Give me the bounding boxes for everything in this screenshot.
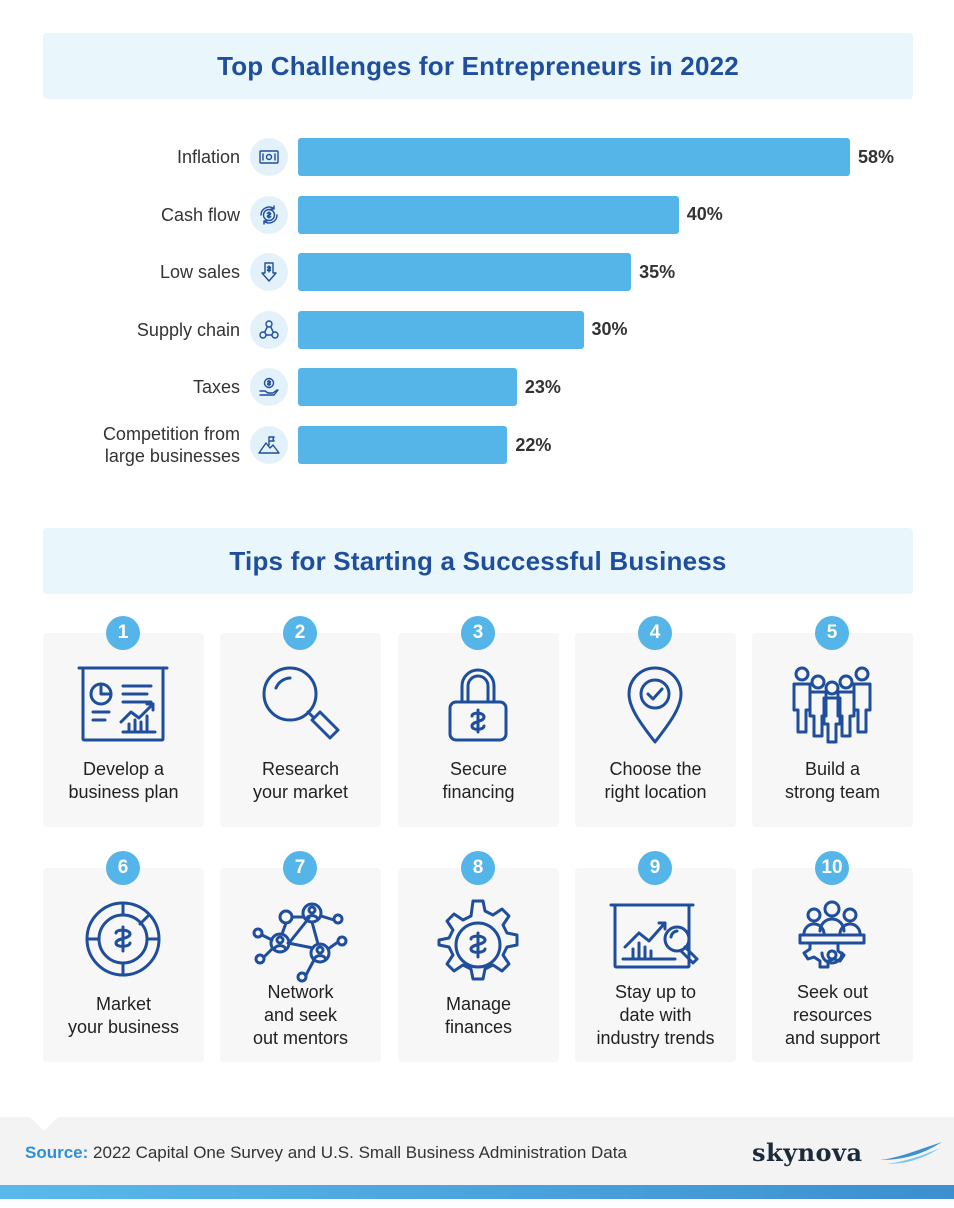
network-icon: [252, 902, 348, 983]
bar: [298, 138, 850, 176]
bar-category-line: large businesses: [104, 446, 240, 466]
bar-category-line: Competition from: [102, 424, 240, 444]
tip-number-badge: 8: [461, 851, 495, 885]
bar-category-label: Cash flow: [10, 195, 240, 235]
gear-dollar-icon: [437, 899, 519, 981]
tip-number-badge: 6: [106, 851, 140, 885]
bar-value-label: 35%: [639, 261, 676, 282]
tip-label: Secure financing: [442, 759, 515, 802]
bar-row: Supply chain 30%: [0, 310, 954, 350]
bar-category-label: Supply chain: [10, 310, 240, 350]
bar-category-line: Taxes: [192, 377, 240, 398]
bar-category-line: Low sales: [159, 262, 240, 283]
lock-dollar-icon: [448, 668, 508, 742]
bar-row: Cash flow 40%: [0, 195, 954, 235]
tip-number-badge: 9: [638, 851, 672, 885]
tip-label: Build a strong team: [784, 759, 881, 802]
bar-row: Competition from large businesses 22%: [0, 424, 954, 466]
bar: [298, 368, 517, 407]
dollar-target-icon: [85, 901, 161, 977]
bar-category-line: Supply chain: [136, 319, 240, 340]
sales-down-icon: [250, 253, 288, 292]
tip-card: [220, 868, 381, 1062]
bottom-strip: [0, 1185, 954, 1199]
bar: [298, 310, 584, 349]
bar-category-label: Taxes: [10, 367, 240, 407]
tip-label: Develop a business plan: [68, 759, 179, 802]
tip-card: [43, 633, 204, 827]
bar-category-label: Low sales: [10, 252, 240, 292]
tip-label: Manage finances: [444, 994, 513, 1037]
source-text: 2022 Capital One Survey and U.S. Small B…: [93, 1143, 627, 1162]
source-line: Source: 2022 Capital One Survey and U.S.…: [25, 1143, 627, 1163]
trend-analysis-icon: [609, 903, 699, 969]
support-group-icon: [798, 900, 866, 969]
tip-number-badge: 10: [815, 851, 849, 885]
logo-text: skynova: [752, 1138, 863, 1167]
tip-label: Network and seek out mentors: [252, 982, 349, 1048]
bar-row: Low sales 35%: [0, 252, 954, 292]
tip-label: Research your market: [252, 759, 349, 802]
bar-row: Inflation 58%: [0, 137, 954, 177]
location-pin-icon: [627, 666, 683, 744]
tips-title: Tips for Starting a Successful Business: [43, 528, 913, 594]
presentation-chart-icon: [77, 666, 169, 742]
supply-network-icon: [250, 310, 288, 349]
source-label: Source:: [25, 1143, 89, 1162]
footer: [0, 1117, 954, 1185]
cash-cycle-icon: [250, 195, 288, 234]
tax-hand-icon: [250, 368, 288, 407]
tip-number-badge: 2: [283, 616, 317, 650]
bar-category-label: Competition from large businesses: [10, 424, 240, 466]
tip-label: Stay up to date with industry trends: [596, 982, 715, 1048]
tip-card: [575, 868, 736, 1062]
bar: [298, 195, 679, 234]
tip-card: [575, 633, 736, 827]
chart-title: Top Challenges for Entrepreneurs in 2022: [43, 33, 913, 99]
bar-value-label: 23%: [524, 376, 561, 397]
tip-number-badge: 7: [283, 851, 317, 885]
bar-category-label: Inflation: [10, 137, 240, 177]
bar-value-label: 30%: [591, 319, 628, 340]
bar-value-label: 22%: [515, 434, 552, 455]
tip-label: Seek out resources and support: [784, 982, 881, 1048]
tip-number-badge: 1: [106, 616, 140, 650]
tip-card: [752, 868, 913, 1062]
bar-category-line: Inflation: [176, 147, 240, 167]
footer-notch: [30, 1117, 58, 1131]
tip-card: [752, 633, 913, 827]
bar: [298, 253, 632, 292]
bar-category-line: Cash flow: [160, 204, 240, 225]
tip-label: Choose the right location: [604, 759, 707, 802]
logo-wing-icon: [880, 1142, 942, 1164]
tip-number-badge: 5: [815, 616, 849, 650]
tip-card: [220, 633, 381, 827]
tip-label: Market your business: [67, 994, 180, 1037]
tip-number-badge: 3: [461, 616, 495, 650]
bar: [298, 426, 508, 464]
bar-row: Taxes 23%: [0, 367, 954, 407]
bar-value-label: 58%: [858, 146, 895, 167]
bar-value-label: 40%: [686, 204, 723, 225]
magnifier-icon: [262, 666, 340, 740]
bar-chart: Inflation 58% Cash flow 40% Low sales 35% Supp…: [0, 125, 954, 485]
team-icon: [792, 666, 872, 744]
mountain-flag-icon: [250, 426, 288, 464]
tip-number-badge: 4: [638, 616, 672, 650]
money-icon: [250, 138, 288, 176]
